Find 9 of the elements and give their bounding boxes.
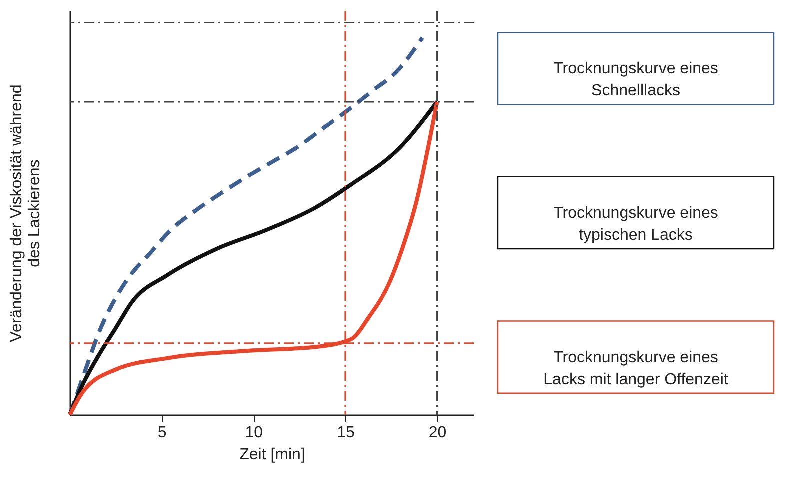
x-axis-title: Zeit [min] — [240, 446, 306, 464]
x-tick-label: 5 — [158, 424, 167, 442]
x-tick-label: 15 — [337, 424, 355, 442]
text: Trocknungskurve eines Lacks mit langer Offenzeit — [544, 349, 729, 388]
text: Trocknungskurve eines Schnelllacks — [554, 60, 718, 100]
x-tick-label: 10 — [245, 424, 264, 442]
y-axis-title: Veränderung der Viskosität während des Lackierens — [8, 84, 44, 342]
x-tick-label: 20 — [428, 424, 447, 442]
text: Trocknungskurve eines typischen Lacks — [554, 205, 718, 244]
